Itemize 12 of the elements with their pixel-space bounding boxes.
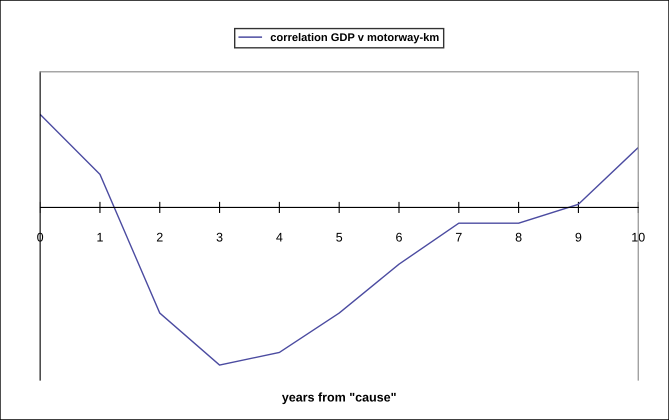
x-tick-label: 4 [276,232,282,242]
x-tick-label: 2 [156,232,163,242]
x-tick-label: 7 [456,232,462,242]
x-tick-label: 1 [97,232,103,242]
x-tick-label: 8 [516,232,522,242]
x-tick-label: 6 [396,232,402,242]
x-tick-label: 5 [336,232,342,242]
legend-label: correlation GDP v motorway-km [270,32,439,44]
x-axis-title: years from "cause" [282,392,396,404]
x-tick-label: 3 [216,232,222,242]
x-tick-label: 10 [632,232,645,242]
x-tick-label: 9 [576,232,582,242]
